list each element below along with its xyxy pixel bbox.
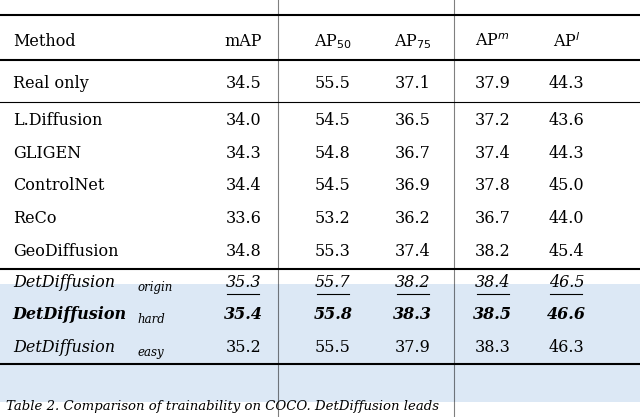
Text: 45.0: 45.0 bbox=[548, 178, 584, 194]
Text: mAP: mAP bbox=[225, 33, 262, 50]
Text: 37.4: 37.4 bbox=[475, 145, 511, 162]
Text: 46.3: 46.3 bbox=[548, 339, 584, 356]
Text: 54.5: 54.5 bbox=[315, 113, 351, 129]
Text: Real only: Real only bbox=[13, 75, 88, 92]
Text: 43.6: 43.6 bbox=[548, 113, 584, 129]
Text: 55.7: 55.7 bbox=[315, 274, 351, 291]
Text: AP$_{50}$: AP$_{50}$ bbox=[314, 33, 352, 51]
Text: DetDiffusion: DetDiffusion bbox=[13, 339, 115, 356]
Text: AP$^{l}$: AP$^{l}$ bbox=[552, 33, 580, 51]
Text: 46.5: 46.5 bbox=[548, 274, 584, 291]
Text: 34.0: 34.0 bbox=[225, 113, 261, 129]
Text: 55.5: 55.5 bbox=[315, 75, 351, 92]
Text: DetDiffusion: DetDiffusion bbox=[13, 274, 115, 291]
Text: 54.5: 54.5 bbox=[315, 178, 351, 194]
Text: 37.9: 37.9 bbox=[395, 339, 431, 356]
Text: 38.3: 38.3 bbox=[475, 339, 511, 356]
Text: 36.7: 36.7 bbox=[475, 210, 511, 227]
Text: 44.0: 44.0 bbox=[548, 210, 584, 227]
Text: 44.3: 44.3 bbox=[548, 75, 584, 92]
Text: 34.3: 34.3 bbox=[225, 145, 261, 162]
Text: 38.5: 38.5 bbox=[474, 306, 512, 323]
Text: GeoDiffusion: GeoDiffusion bbox=[13, 243, 118, 259]
Text: 34.4: 34.4 bbox=[225, 178, 261, 194]
Text: 37.2: 37.2 bbox=[475, 113, 511, 129]
Text: Table 2. Comparison of trainability on COCO. DetDiffusion leads: Table 2. Comparison of trainability on C… bbox=[6, 400, 440, 413]
Text: 35.4: 35.4 bbox=[224, 306, 262, 323]
Text: 45.4: 45.4 bbox=[548, 243, 584, 259]
Text: 33.6: 33.6 bbox=[225, 210, 261, 227]
Text: 38.2: 38.2 bbox=[395, 274, 431, 291]
Text: 38.2: 38.2 bbox=[475, 243, 511, 259]
Text: ReCo: ReCo bbox=[13, 210, 56, 227]
Text: easy: easy bbox=[138, 346, 164, 359]
Text: 34.5: 34.5 bbox=[225, 75, 261, 92]
Text: 37.4: 37.4 bbox=[395, 243, 431, 259]
Text: 37.9: 37.9 bbox=[475, 75, 511, 92]
Text: Method: Method bbox=[13, 33, 76, 50]
Text: 35.3: 35.3 bbox=[225, 274, 261, 291]
Text: 44.3: 44.3 bbox=[548, 145, 584, 162]
Text: 36.9: 36.9 bbox=[395, 178, 431, 194]
Text: 54.8: 54.8 bbox=[315, 145, 351, 162]
Text: 55.8: 55.8 bbox=[314, 306, 352, 323]
Text: 46.6: 46.6 bbox=[547, 306, 586, 323]
Text: ControlNet: ControlNet bbox=[13, 178, 104, 194]
Text: 34.8: 34.8 bbox=[225, 243, 261, 259]
Text: 36.7: 36.7 bbox=[395, 145, 431, 162]
Text: GLIGEN: GLIGEN bbox=[13, 145, 81, 162]
Text: L.Diffusion: L.Diffusion bbox=[13, 113, 102, 129]
Text: 38.4: 38.4 bbox=[475, 274, 511, 291]
Text: 37.1: 37.1 bbox=[395, 75, 431, 92]
Text: AP$^{m}$: AP$^{m}$ bbox=[476, 33, 510, 50]
Text: 35.2: 35.2 bbox=[225, 339, 261, 356]
Text: 37.8: 37.8 bbox=[475, 178, 511, 194]
Text: 53.2: 53.2 bbox=[315, 210, 351, 227]
Text: hard: hard bbox=[138, 313, 165, 327]
FancyBboxPatch shape bbox=[0, 284, 640, 402]
Text: 55.3: 55.3 bbox=[315, 243, 351, 259]
Text: AP$_{75}$: AP$_{75}$ bbox=[394, 33, 431, 51]
Text: 36.5: 36.5 bbox=[395, 113, 431, 129]
Text: 55.5: 55.5 bbox=[315, 339, 351, 356]
Text: 36.2: 36.2 bbox=[395, 210, 431, 227]
Text: origin: origin bbox=[138, 281, 173, 294]
Text: DetDiffusion: DetDiffusion bbox=[13, 306, 127, 323]
Text: 38.3: 38.3 bbox=[394, 306, 432, 323]
